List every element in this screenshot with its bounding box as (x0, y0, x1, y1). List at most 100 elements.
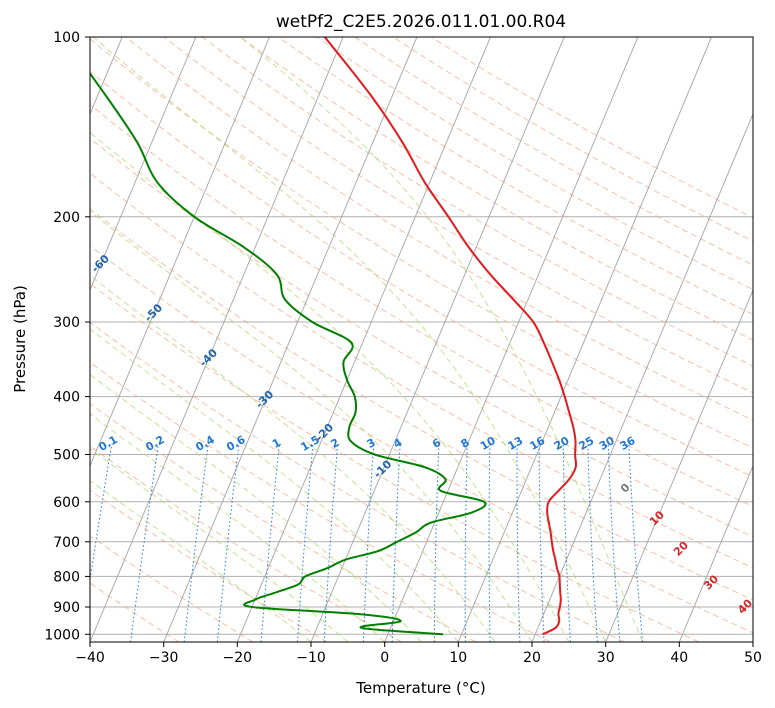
moist-adiabat (90, 373, 422, 642)
y-tick-label: 800 (53, 569, 80, 585)
mixing-ratio-line (488, 443, 491, 642)
mixing-ratio-line (516, 443, 521, 642)
x-tick-label: 30 (597, 650, 615, 666)
isotherm-label: -40 (197, 346, 220, 369)
dry-adiabat (90, 445, 402, 642)
mixing-ratio-line (216, 443, 240, 642)
mixing-ratio-label: 13 (505, 434, 525, 453)
x-tick-label: 0 (380, 650, 389, 666)
mixing-ratio-label: 30 (597, 434, 617, 453)
mixing-ratio-label: 20 (552, 434, 572, 453)
y-tick-label: 1000 (44, 627, 80, 643)
mixing-ratio-line (260, 443, 280, 642)
y-tick-label: 600 (53, 495, 80, 511)
isotherm-label: -60 (89, 252, 112, 275)
x-tick-label: 40 (670, 650, 688, 666)
moist-adiabat (90, 131, 570, 642)
x-axis-label: Temperature (°C) (355, 679, 485, 697)
dry-adiabat (90, 103, 753, 508)
mixing-ratio-label: 0.6 (224, 433, 248, 454)
isotherm-line (457, 37, 712, 642)
isotherm-labels: -100-90-80-70-60-50-40-30-20-10 (0, 162, 395, 481)
mixing-ratio-line (90, 443, 113, 583)
mixing-ratio-line (183, 443, 209, 642)
isotherm-line (163, 37, 418, 642)
y-tick-label: 300 (53, 315, 80, 331)
moist-adiabat (90, 328, 459, 642)
y-tick-label: 400 (53, 390, 80, 406)
mixing-ratio-line (607, 443, 621, 642)
y-axis-label: Pressure (hPa) (11, 285, 29, 393)
isotherm-line (90, 37, 197, 292)
mixing-ratio-line (587, 443, 598, 642)
moist-adiabat (90, 448, 349, 642)
dry-adiabat (90, 137, 753, 538)
cape-label: 0 (618, 481, 633, 496)
isotherm-line (384, 37, 639, 642)
moist-adiabat (239, 37, 643, 642)
mixing-ratio-label: 0.4 (193, 433, 217, 454)
mixing-ratio-label: 6 (430, 436, 443, 451)
dry-adiabat (240, 37, 753, 341)
x-tick-label: 50 (744, 650, 762, 666)
isotherm-line (752, 640, 753, 642)
isotherm-line (678, 464, 753, 642)
isotherm-line (310, 37, 565, 642)
x-tick-label: −20 (223, 650, 253, 666)
isotherm-line (531, 112, 753, 642)
cape-label: 30 (701, 572, 721, 592)
mixing-ratio-label: 2 (328, 436, 341, 451)
mixing-ratio-label: 3 (365, 436, 378, 451)
mixing-ratio-label: 10 (478, 434, 498, 453)
x-axis: −40 −30 −20 −10 0 10 20 30 40 50 (75, 642, 762, 666)
moist-adiabat (90, 210, 533, 642)
dry-adiabat (90, 361, 551, 642)
moist-adiabat (90, 479, 312, 642)
dry-adiabat (90, 38, 753, 449)
y-tick-label: 500 (53, 448, 80, 464)
dry-adiabat (90, 535, 254, 642)
profile-series (90, 37, 578, 636)
x-tick-label: 20 (523, 650, 541, 666)
mixing-ratio-label: 25 (576, 434, 596, 453)
mixing-ratio-label: 0.1 (97, 433, 120, 454)
dry-adiabat (201, 37, 753, 367)
isotherm-label: -10 (371, 457, 394, 480)
isotherm-line (236, 37, 491, 642)
dry-adiabat (316, 37, 753, 291)
dry-adiabat (90, 402, 477, 642)
moist-adiabat (92, 37, 607, 642)
isotherm-label: -80 (0, 162, 2, 185)
x-tick-label: 10 (449, 650, 467, 666)
mixing-ratio-line (562, 443, 571, 642)
mixing-ratio-line (130, 443, 159, 642)
dry-adiabat (90, 321, 625, 642)
chart-title: wetPf2_C2E5.2026.011.01.00.R04 (276, 12, 566, 32)
mixing-ratio-line (538, 443, 545, 642)
mixing-ratio-line (628, 443, 644, 642)
background-lines (90, 37, 753, 642)
x-tick-label: −30 (149, 650, 179, 666)
mixing-ratio-line (297, 443, 314, 642)
mixing-ratio-line (464, 443, 468, 642)
dry-adiabat (90, 70, 753, 478)
mixing-ratio-line (323, 443, 339, 642)
mixing-ratio-label: 0.2 (143, 433, 166, 454)
mixing-ratio-line (433, 443, 440, 642)
y-tick-label: 100 (53, 30, 80, 46)
mixing-ratio-line (362, 443, 375, 642)
plot-frame (89, 36, 754, 643)
dry-adiabat (90, 245, 753, 634)
dry-adiabat (354, 37, 753, 266)
y-axis: 100 200 300 400 500 600 700 800 900 1000 (44, 30, 90, 643)
mixing-ratio-label: 1 (270, 436, 283, 451)
isotherm-line (90, 37, 344, 642)
x-tick-label: −10 (296, 650, 326, 666)
y-tick-label: 200 (53, 210, 80, 226)
mixing-ratio-label: 36 (618, 434, 638, 453)
isotherm-label: -30 (253, 388, 276, 411)
y-tick-label: 900 (53, 600, 80, 616)
dry-adiabat (90, 489, 328, 642)
